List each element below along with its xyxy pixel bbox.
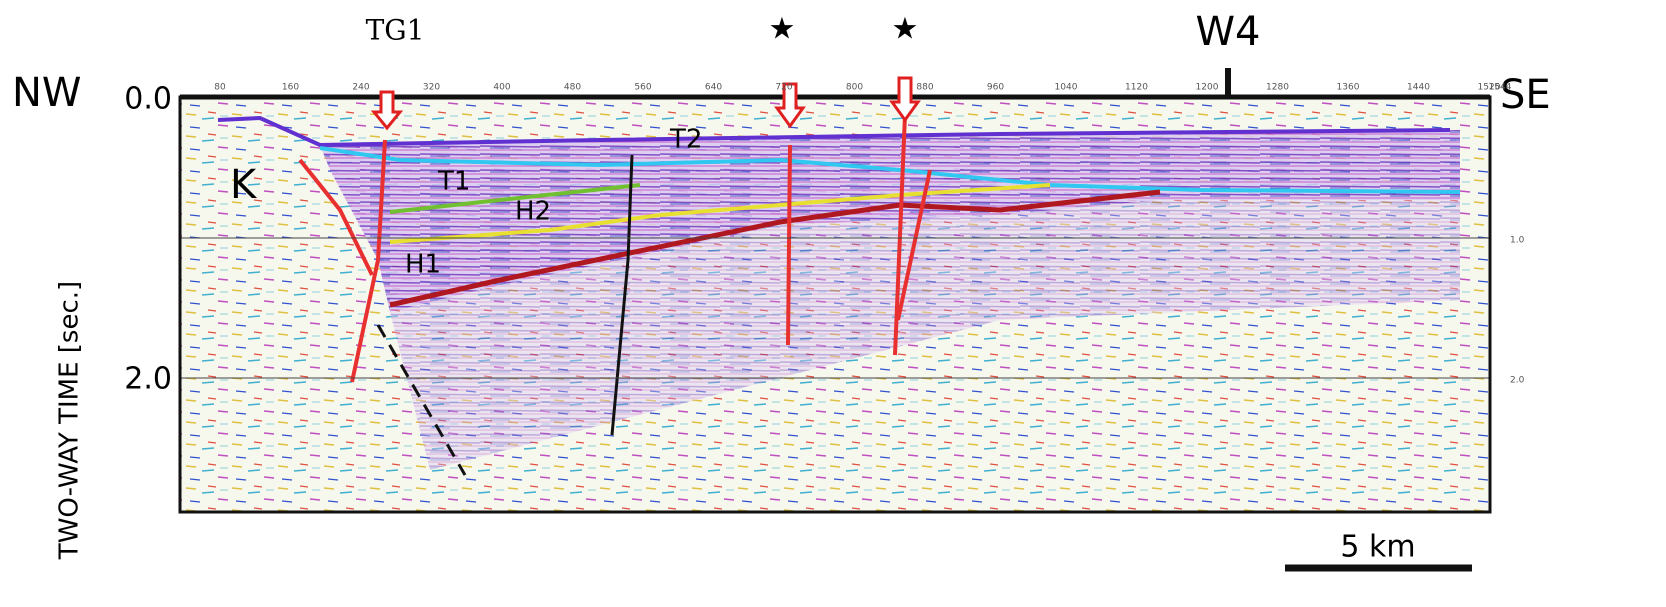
top-tick-label: 720 — [775, 83, 792, 93]
faults — [298, 114, 932, 383]
fault-dashed — [376, 324, 467, 476]
y-tick-label: 0.0 — [124, 82, 172, 117]
y-axis-title: TWO-WAY TIME [sec.] — [55, 281, 85, 560]
top-tick-label: 880 — [916, 83, 933, 93]
direction-label: NW — [12, 70, 81, 116]
top-tick-label: 640 — [705, 83, 722, 93]
fault-black — [610, 154, 634, 436]
top-tick-label: 560 — [634, 83, 651, 93]
unit-label: K — [230, 162, 258, 208]
horizon-cyan — [319, 146, 1461, 194]
site-label: TG1 — [366, 14, 425, 47]
arrows — [370, 76, 921, 131]
deep-sediments — [390, 200, 1460, 470]
scale-label: 5 km — [1340, 530, 1415, 565]
horizon-label: T2 — [669, 125, 702, 155]
horizon-red — [389, 189, 1161, 308]
seismic-section — [178, 94, 1492, 514]
right-tick-label: 2.0 — [1510, 376, 1525, 386]
top-tick-label: 1520 — [1478, 83, 1501, 93]
top-tick-label: 1360 — [1337, 83, 1360, 93]
star-marker: ★ — [769, 12, 796, 47]
y-tick-label: 2.0 — [124, 362, 172, 397]
top-tick-label: 240 — [352, 83, 369, 93]
top-tick-label: 480 — [564, 83, 581, 93]
top-tick-label: 1544 — [1489, 83, 1512, 93]
top-tick-label: 160 — [282, 83, 299, 93]
top-tick-label: 1200 — [1196, 83, 1219, 93]
direction-label: SE — [1500, 72, 1551, 118]
horizon-label: H2 — [515, 197, 551, 227]
right-tick-label: 1.0 — [1510, 236, 1525, 246]
top-tick-label: 1280 — [1266, 83, 1289, 93]
top-tick-label: 80 — [214, 83, 226, 93]
top-tick-label: 1440 — [1407, 83, 1430, 93]
top-tick-label: 800 — [846, 83, 863, 93]
well-marker — [1225, 68, 1231, 98]
top-tick-label: 1120 — [1125, 83, 1148, 93]
seafloor — [217, 115, 1451, 148]
horizon-label: T1 — [437, 167, 470, 197]
ticks: 80 160 240 320 400 480 560 640 720 800 880 960 1040 1… — [124, 82, 1524, 397]
star-marker: ★ — [892, 12, 919, 47]
top-tick-label: 400 — [493, 83, 510, 93]
layered-sediments — [320, 130, 1460, 312]
top-tick-label: 1040 — [1055, 83, 1078, 93]
horizon-label: H1 — [405, 250, 441, 280]
horizon-green — [389, 183, 641, 214]
top-tick-label: 320 — [423, 83, 440, 93]
top-tick-label: 960 — [987, 83, 1004, 93]
well-label: W4 — [1196, 9, 1261, 55]
